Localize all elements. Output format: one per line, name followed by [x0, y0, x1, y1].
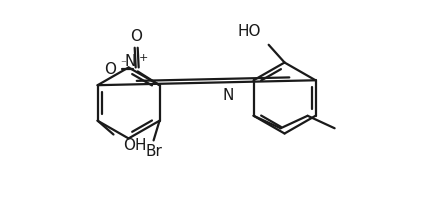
Text: ⁻: ⁻ — [120, 59, 126, 69]
Text: HO: HO — [237, 24, 260, 39]
Text: N: N — [124, 54, 136, 69]
Text: O: O — [104, 62, 116, 77]
Text: OH: OH — [124, 138, 147, 153]
Text: N: N — [222, 88, 234, 103]
Text: +: + — [139, 52, 148, 63]
Text: O: O — [130, 29, 142, 44]
Text: Br: Br — [145, 144, 162, 159]
